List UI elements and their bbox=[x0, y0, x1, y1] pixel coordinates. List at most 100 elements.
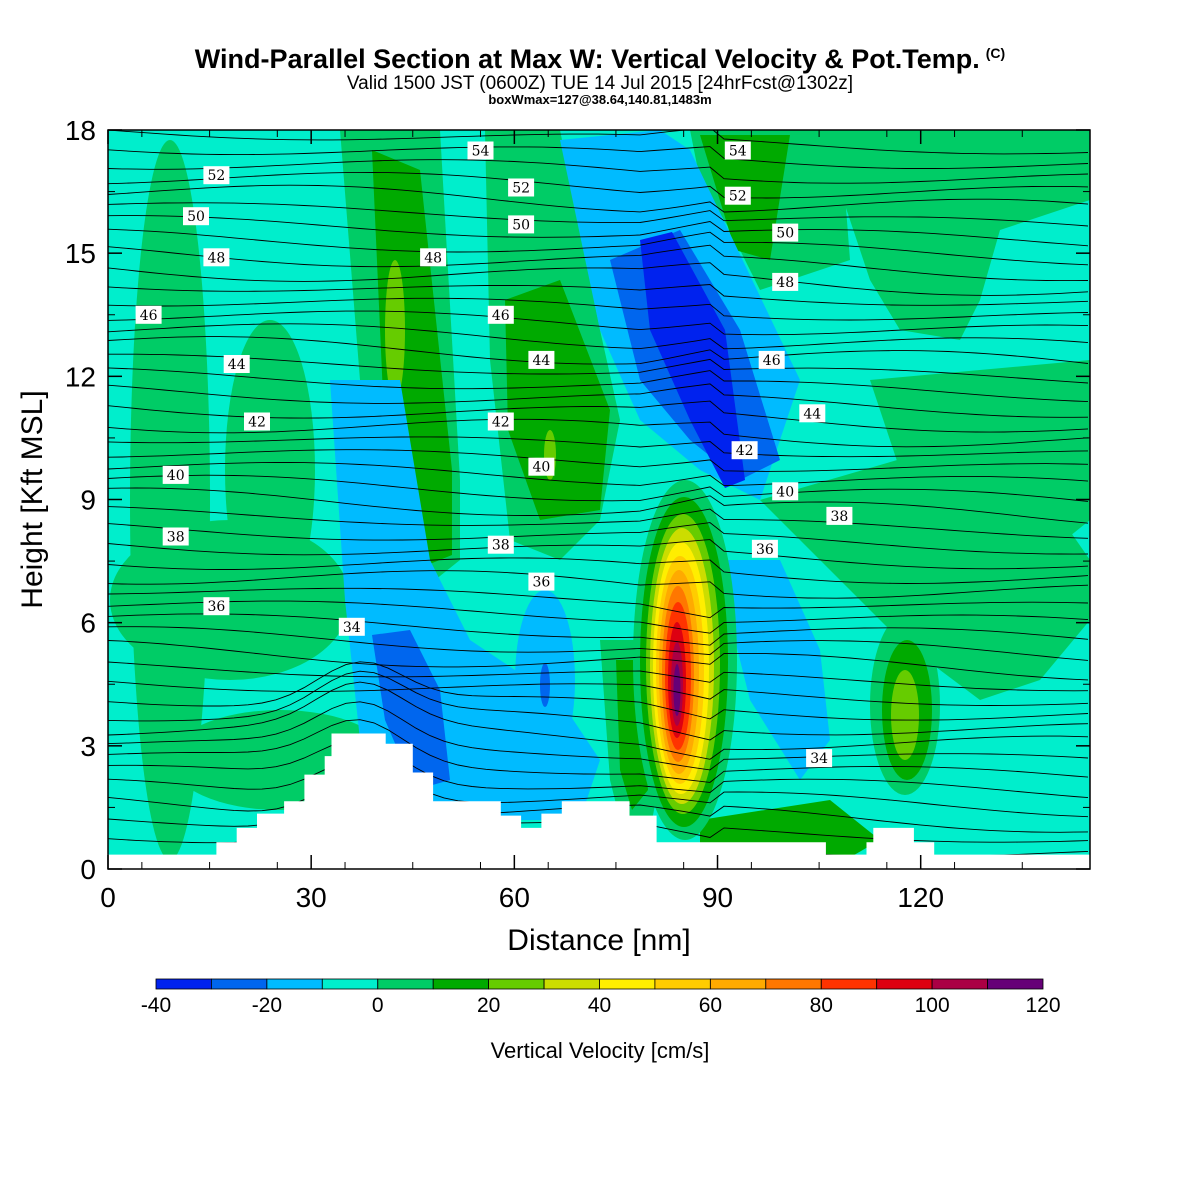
isentrope-line bbox=[108, 506, 1089, 539]
isentrope-label: 44 bbox=[223, 355, 250, 373]
isentrope-line bbox=[108, 570, 1089, 599]
colorbar-swatch bbox=[321, 978, 379, 990]
isentrope-line bbox=[108, 680, 1089, 706]
chart-title-text: Wind-Parallel Section at Max W: Vertical… bbox=[194, 44, 980, 74]
colorbar-swatch bbox=[377, 978, 434, 990]
isentrope-line bbox=[108, 587, 1089, 619]
colorbar-swatch bbox=[765, 978, 822, 990]
isentrope-label: 44 bbox=[528, 350, 555, 369]
svg-text:50: 50 bbox=[187, 209, 205, 225]
isentrope-label: 52 bbox=[203, 166, 230, 185]
isentrope-label: 36 bbox=[203, 597, 230, 616]
w-band-lee-updraft-3 bbox=[891, 670, 919, 760]
isentrope-label: 44 bbox=[799, 404, 826, 423]
isentrope-label: 36 bbox=[528, 572, 555, 591]
svg-text:52: 52 bbox=[512, 181, 530, 197]
isentrope-line bbox=[108, 284, 1089, 306]
isentrope-label: 50 bbox=[183, 207, 209, 226]
isentrope-line bbox=[108, 681, 1089, 760]
isentrope-line bbox=[108, 244, 1089, 282]
isentrope-line bbox=[108, 487, 1089, 524]
isentrope-line bbox=[108, 739, 1089, 799]
colorbar-swatch bbox=[210, 978, 268, 990]
isentrope-line bbox=[108, 557, 1089, 584]
w-band-downdraft-3 bbox=[640, 232, 745, 488]
svg-text:46: 46 bbox=[140, 308, 158, 324]
x-tick-label: 0 bbox=[100, 882, 116, 913]
svg-text:48: 48 bbox=[424, 250, 442, 266]
svg-text:48: 48 bbox=[776, 275, 794, 291]
isentrope-label: 46 bbox=[135, 305, 162, 324]
svg-text:46: 46 bbox=[763, 353, 781, 369]
isentrope-label: 42 bbox=[487, 412, 514, 431]
isentrope-line bbox=[108, 262, 1089, 296]
isentrope-line bbox=[108, 297, 1089, 321]
svg-text:38: 38 bbox=[167, 530, 185, 546]
colorbar-swatch bbox=[599, 978, 656, 990]
isentrope-line bbox=[108, 228, 1089, 266]
isentrope-line bbox=[108, 215, 1089, 247]
isentrope-label: 38 bbox=[162, 527, 189, 546]
x-tick-label: 120 bbox=[897, 882, 944, 913]
isentrope-label: 48 bbox=[420, 248, 447, 267]
isentrope-label: 50 bbox=[772, 223, 799, 242]
svg-text:38: 38 bbox=[830, 509, 848, 525]
isentrope-label: 38 bbox=[487, 535, 514, 554]
isentrope-line bbox=[108, 353, 1089, 384]
isentrope-line bbox=[108, 670, 1089, 741]
svg-text:36: 36 bbox=[207, 599, 225, 615]
svg-text:38: 38 bbox=[492, 538, 510, 554]
svg-text:40: 40 bbox=[532, 460, 550, 476]
isentrope-line bbox=[108, 202, 1089, 227]
updraft-core-contour-11 bbox=[673, 664, 681, 716]
isentrope-label: 54 bbox=[724, 141, 751, 160]
svg-text:50: 50 bbox=[512, 217, 530, 233]
svg-text:42: 42 bbox=[248, 415, 266, 431]
colorbar-swatch bbox=[488, 978, 545, 990]
w-band-east-downdraft bbox=[720, 560, 830, 780]
colorbar-swatch bbox=[820, 978, 878, 990]
svg-text:36: 36 bbox=[532, 575, 550, 591]
colorbar-tick-label: 20 bbox=[477, 994, 500, 1017]
colorbar-swatch bbox=[155, 978, 212, 990]
isentrope-line bbox=[108, 146, 1089, 169]
isentrope-label: 36 bbox=[751, 539, 778, 558]
terrain-profile bbox=[108, 733, 1090, 869]
isentrope-line bbox=[108, 418, 1089, 448]
isentrope-label: 50 bbox=[508, 215, 535, 234]
isentrope-line bbox=[108, 640, 1089, 681]
isentrope-label: 52 bbox=[508, 178, 535, 197]
y-tick-label: 6 bbox=[80, 608, 96, 639]
svg-text:54: 54 bbox=[729, 144, 747, 160]
isentrope-label: 40 bbox=[528, 457, 555, 476]
y-tick-label: 0 bbox=[80, 854, 96, 885]
isentrope-line bbox=[108, 436, 1089, 458]
colorbar-swatch bbox=[543, 978, 600, 990]
x-axis-title: Distance [nm] bbox=[507, 924, 690, 957]
colorbar-swatch bbox=[931, 978, 988, 990]
plot-area: 54 54 52 52 52 50 50 50 48 48 48 46 46 46 44 44 44 42 42 42… bbox=[108, 130, 1090, 869]
w-band-lee-downdraft-4 bbox=[540, 663, 550, 707]
svg-text:52: 52 bbox=[729, 189, 747, 205]
y-tick-label: 9 bbox=[80, 485, 96, 516]
x-tick-label: 90 bbox=[702, 882, 733, 913]
isentrope-line bbox=[108, 184, 1089, 213]
colorbar: -40 -20 0 20 40 60 80 100 120 Vertical Velocity [… bbox=[141, 978, 1061, 1063]
isentrope-label: 42 bbox=[731, 441, 758, 460]
isentrope-label: 54 bbox=[467, 141, 494, 160]
svg-text:36: 36 bbox=[756, 542, 774, 558]
isentrope-label: 40 bbox=[772, 482, 799, 501]
colorbar-tick-label: 60 bbox=[699, 994, 722, 1017]
x-tick-label: 30 bbox=[296, 882, 327, 913]
w-band-pre-updraft-2 bbox=[616, 660, 648, 810]
colorbar-tick-label: -40 bbox=[141, 994, 171, 1017]
isentrope-line bbox=[108, 522, 1089, 555]
isentrope-line bbox=[108, 613, 1089, 646]
isentrope-label: 52 bbox=[724, 186, 751, 205]
y-tick-label: 18 bbox=[65, 115, 96, 146]
isentrope-line bbox=[108, 539, 1089, 570]
isentrope-line bbox=[108, 474, 1089, 502]
isentrope-label: 34 bbox=[806, 749, 833, 768]
svg-text:46: 46 bbox=[492, 308, 510, 324]
